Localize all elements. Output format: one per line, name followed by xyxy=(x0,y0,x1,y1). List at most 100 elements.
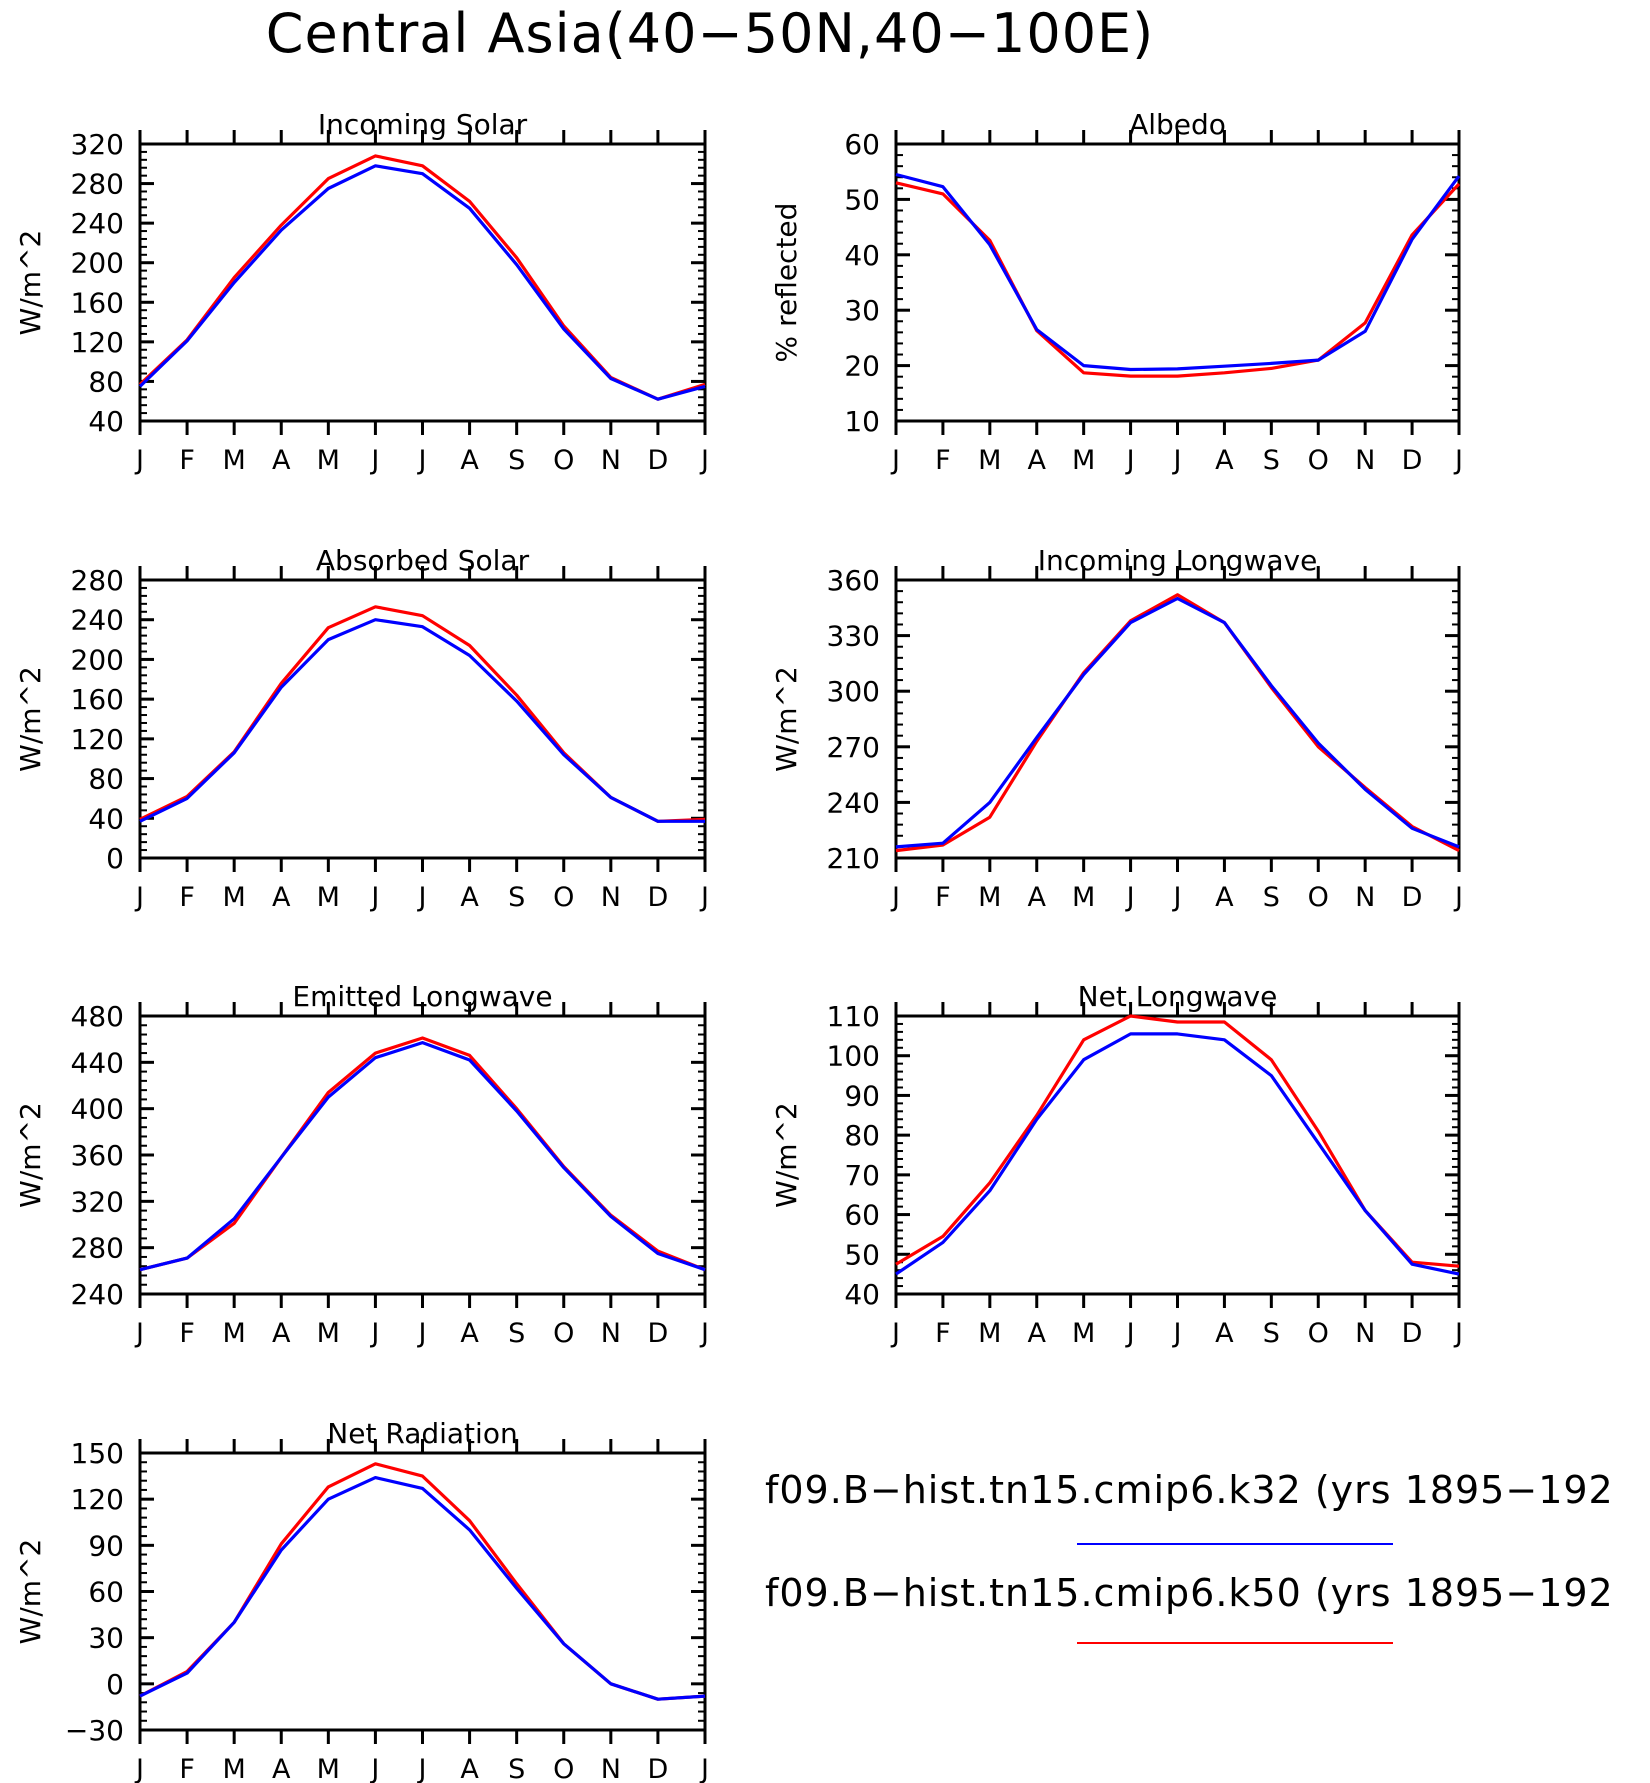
y-tick-label: 60 xyxy=(88,1576,124,1609)
x-tick-label: J xyxy=(890,1318,900,1349)
y-tick-label: 10 xyxy=(844,405,880,438)
y-axis-label: W/m^2 xyxy=(770,1102,803,1208)
x-tick-label: A xyxy=(1215,445,1234,476)
x-tick-label: O xyxy=(553,882,574,913)
legend-label-k50: f09.B−hist.tn15.cmip6.k50 (yrs 1895−192 xyxy=(765,1571,1614,1615)
y-tick-label: 160 xyxy=(71,286,124,319)
x-tick-label: J xyxy=(134,445,144,476)
plot-frame xyxy=(894,1014,1461,1296)
x-tick-label: M xyxy=(978,445,1001,476)
plot-frame xyxy=(894,142,1461,423)
x-tick-label: S xyxy=(508,1754,525,1783)
figure-title: Central Asia(40−50N,40−100E) xyxy=(265,2,1155,65)
x-tick-label: A xyxy=(460,445,479,476)
x-tick-label: O xyxy=(1308,1318,1329,1349)
y-tick-label: 20 xyxy=(844,350,880,383)
x-tick-label: M xyxy=(978,1318,1001,1349)
x-tick-label: M xyxy=(223,445,246,476)
x-tick-label: D xyxy=(648,1754,669,1783)
x-tick-label: O xyxy=(1308,882,1329,913)
x-tick-label: J xyxy=(699,1754,709,1783)
x-tick-label: S xyxy=(1263,445,1280,476)
x-tick-label: J xyxy=(417,1318,427,1349)
x-tick-label: M xyxy=(223,1318,246,1349)
x-tick-label: N xyxy=(1355,882,1375,913)
y-tick-label: 60 xyxy=(844,128,880,161)
y-tick-label: 320 xyxy=(71,128,124,161)
x-tick-label: A xyxy=(272,1318,291,1349)
x-tick-label: N xyxy=(1355,1318,1375,1349)
series-line-k32 xyxy=(139,1475,706,1701)
x-tick-label: M xyxy=(223,1754,246,1783)
x-tick-label: F xyxy=(179,445,195,476)
y-tick-label: 90 xyxy=(844,1079,880,1112)
y-tick-label: 100 xyxy=(827,1040,880,1073)
x-tick-label: J xyxy=(1172,882,1182,913)
x-tick-label: D xyxy=(1402,445,1423,476)
x-tick-label: J xyxy=(699,1318,709,1349)
series-line-k32 xyxy=(139,618,705,823)
x-tick-label: A xyxy=(1028,882,1047,913)
y-tick-label: 50 xyxy=(844,183,880,216)
series-line-k50 xyxy=(139,1036,706,1272)
y-axis-label: W/m^2 xyxy=(14,666,47,772)
y-tick-label: 120 xyxy=(71,326,124,359)
x-tick-label: M xyxy=(317,1318,340,1349)
y-tick-label: 120 xyxy=(71,1483,124,1516)
y-tick-label: 360 xyxy=(827,564,880,597)
y-tick-label: 0 xyxy=(106,842,124,875)
legend-line-k32 xyxy=(1077,1543,1393,1545)
y-axis-label: W/m^2 xyxy=(14,1102,47,1208)
x-tick-label: O xyxy=(553,445,574,476)
x-tick-label: A xyxy=(272,882,291,913)
y-tick-label: 70 xyxy=(844,1159,880,1192)
x-tick-label: J xyxy=(890,445,900,476)
y-tick-label: 400 xyxy=(71,1093,124,1126)
y-axis-label: W/m^2 xyxy=(14,1539,47,1645)
x-tick-label: N xyxy=(601,882,621,913)
x-tick-label: F xyxy=(935,445,951,476)
y-tick-label: 240 xyxy=(71,604,124,637)
y-tick-label: 150 xyxy=(71,1437,124,1470)
y-tick-label: 40 xyxy=(844,239,880,272)
x-tick-label: F xyxy=(935,882,951,913)
y-tick-label: 200 xyxy=(71,643,124,676)
series-line-k32 xyxy=(895,172,1461,372)
x-tick-label: M xyxy=(1072,445,1095,476)
series-line-k50 xyxy=(139,1462,706,1701)
y-tick-label: 360 xyxy=(71,1139,124,1172)
plot-frame xyxy=(138,578,707,860)
y-tick-label: 90 xyxy=(88,1529,124,1562)
y-axis-label: W/m^2 xyxy=(770,666,803,772)
plot-frame xyxy=(138,1014,707,1296)
x-tick-label: N xyxy=(1355,445,1375,476)
x-tick-label: M xyxy=(1072,1318,1095,1349)
x-tick-label: O xyxy=(553,1754,574,1783)
x-tick-label: M xyxy=(223,882,246,913)
y-tick-label: 40 xyxy=(88,405,124,438)
y-tick-label: 30 xyxy=(88,1622,124,1655)
x-tick-label: M xyxy=(317,1754,340,1783)
plot-frame xyxy=(138,142,707,423)
x-tick-label: N xyxy=(601,445,621,476)
x-tick-label: J xyxy=(1172,1318,1182,1349)
y-axis-label: % reflected xyxy=(770,203,803,363)
x-tick-label: N xyxy=(601,1754,621,1783)
y-tick-label: 320 xyxy=(71,1185,124,1218)
x-tick-label: J xyxy=(369,1318,379,1349)
x-tick-label: S xyxy=(508,445,525,476)
y-tick-label: 160 xyxy=(71,683,124,716)
x-tick-label: J xyxy=(417,1754,427,1783)
series-line-k32 xyxy=(138,164,706,401)
series-line-k32 xyxy=(895,1032,1460,1276)
y-tick-label: 240 xyxy=(827,786,880,819)
y-axis-label: W/m^2 xyxy=(14,230,47,336)
y-tick-label: 120 xyxy=(71,723,124,756)
x-tick-label: D xyxy=(648,1318,669,1349)
x-tick-label: J xyxy=(134,1318,144,1349)
x-tick-label: J xyxy=(699,445,709,476)
x-tick-label: O xyxy=(553,1318,574,1349)
